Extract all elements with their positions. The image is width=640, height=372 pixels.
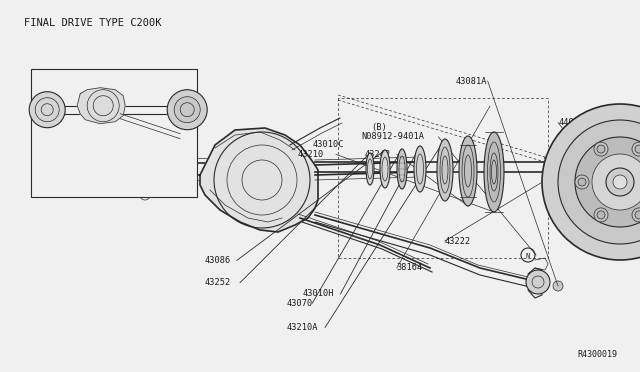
Text: 44098M: 44098M xyxy=(558,118,589,127)
Circle shape xyxy=(602,180,608,186)
Bar xyxy=(31,69,197,197)
Circle shape xyxy=(526,270,550,294)
Text: 43207: 43207 xyxy=(563,211,589,220)
Text: 43003: 43003 xyxy=(161,80,188,89)
Circle shape xyxy=(558,120,640,244)
Circle shape xyxy=(632,142,640,156)
Text: R4300019: R4300019 xyxy=(578,350,618,359)
Circle shape xyxy=(578,145,622,189)
Text: 43210: 43210 xyxy=(298,150,324,159)
Circle shape xyxy=(602,148,608,154)
Circle shape xyxy=(613,175,627,189)
Circle shape xyxy=(614,164,620,170)
Circle shape xyxy=(594,208,608,222)
Circle shape xyxy=(29,92,65,128)
Bar xyxy=(72,152,102,186)
Circle shape xyxy=(553,281,563,291)
Ellipse shape xyxy=(414,146,426,192)
Ellipse shape xyxy=(459,136,477,206)
Text: 43252: 43252 xyxy=(205,278,231,287)
Ellipse shape xyxy=(380,150,390,188)
Circle shape xyxy=(606,168,634,196)
Text: 43070: 43070 xyxy=(287,299,313,308)
Circle shape xyxy=(583,174,589,180)
Ellipse shape xyxy=(484,132,504,212)
Text: 43086: 43086 xyxy=(205,256,231,265)
Circle shape xyxy=(592,154,640,210)
Circle shape xyxy=(597,211,605,219)
Circle shape xyxy=(78,161,94,177)
Circle shape xyxy=(575,175,589,189)
Text: 43210A: 43210A xyxy=(287,323,318,332)
Circle shape xyxy=(174,97,200,123)
Polygon shape xyxy=(77,88,125,124)
Ellipse shape xyxy=(366,153,374,185)
Circle shape xyxy=(635,211,640,219)
Text: N: N xyxy=(526,253,530,259)
Ellipse shape xyxy=(397,149,407,189)
Polygon shape xyxy=(200,128,318,232)
Text: 43010H: 43010H xyxy=(302,289,333,298)
Text: 43010C: 43010C xyxy=(312,140,344,149)
Text: N08912-9401A: N08912-9401A xyxy=(362,132,424,141)
Circle shape xyxy=(635,145,640,153)
Text: 43081A: 43081A xyxy=(456,77,487,86)
Circle shape xyxy=(594,142,608,156)
Circle shape xyxy=(167,90,207,130)
Text: 43222: 43222 xyxy=(445,237,471,246)
Circle shape xyxy=(542,104,640,260)
Ellipse shape xyxy=(437,139,453,201)
Text: FINAL DRIVE TYPE C200K: FINAL DRIVE TYPE C200K xyxy=(24,18,162,28)
Text: 38164: 38164 xyxy=(397,263,423,272)
Circle shape xyxy=(632,208,640,222)
Text: 43242: 43242 xyxy=(365,150,391,159)
Circle shape xyxy=(583,154,589,160)
Circle shape xyxy=(575,137,640,227)
Circle shape xyxy=(597,145,605,153)
Text: (B): (B) xyxy=(371,123,387,132)
Circle shape xyxy=(578,178,586,186)
